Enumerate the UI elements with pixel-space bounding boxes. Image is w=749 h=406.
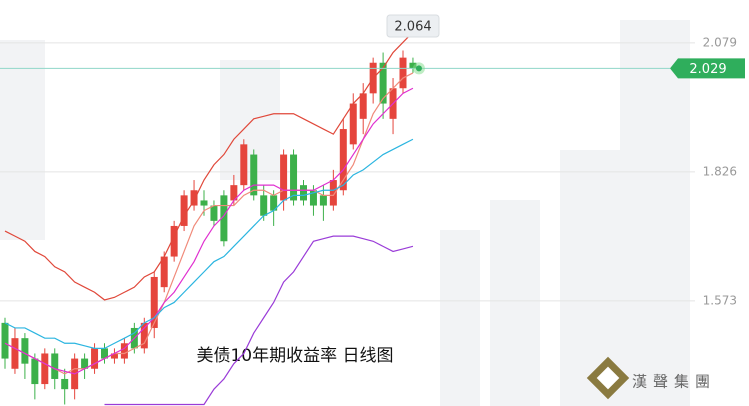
candle-body [379,62,387,104]
last-price-tag [670,58,745,79]
candle-body [150,276,158,328]
candle-body [240,144,248,186]
candle-body [21,338,29,364]
candle-body [230,185,238,201]
indicator-line [104,235,414,406]
candle-body [1,322,9,359]
candle-body [200,200,208,206]
y-tick-label: 1.573 [703,293,737,307]
candle-body [250,154,258,196]
candle-body [210,205,218,221]
candle-body [91,348,99,369]
candle-body [270,195,278,211]
chart-title: 美债10年期收益率 日线图 [196,346,393,366]
candle-body [81,358,89,369]
candle-body [170,225,178,257]
candle-body [409,62,417,69]
candle-body [31,358,39,385]
candle-body [280,154,288,201]
last-close-dot [415,65,422,72]
y-tick-label: 1.826 [703,164,737,178]
candle-body [309,190,317,206]
candle-body [61,378,69,390]
last-price-label: 2.029 [689,62,726,77]
candle-body [51,353,59,379]
candle-body [180,195,188,226]
candle-body [220,195,228,242]
candle-body [101,348,108,359]
candle-body [110,353,118,359]
candle-body [11,338,19,369]
candle-body [41,353,49,385]
candle-body [160,256,168,288]
candle-body [260,195,268,216]
candle-body [120,343,128,359]
indicator-line [4,31,414,301]
candle-body [359,93,367,119]
candle-body [339,129,347,191]
candle-body [190,190,198,206]
indicator-line [4,72,414,375]
candle-body [319,195,327,206]
candle-body [290,154,298,201]
candle-body [300,185,307,201]
candle-body [399,57,407,89]
candle-body [329,180,337,206]
background-decoration [0,20,690,406]
indicator-line [4,87,414,375]
brand-name: 漢聲集團 [632,373,716,391]
annotation-box [386,14,440,38]
candle-body [140,322,148,349]
candle-body [349,103,357,145]
annotation: 2.064 [394,20,431,35]
indicator-line [4,138,414,349]
y-tick-label: 2.079 [703,35,737,49]
